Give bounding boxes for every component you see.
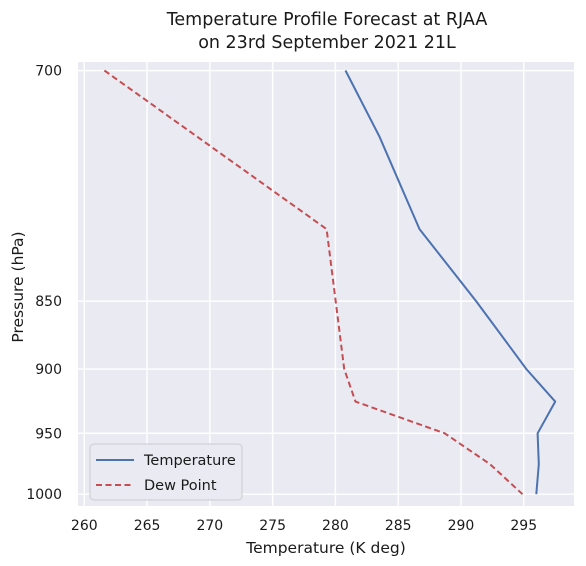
series-line-dew-point bbox=[103, 69, 524, 495]
x-tick-labels: 260 265 270 275 280 285 290 295 bbox=[71, 518, 537, 534]
y-tick-label: 1000 bbox=[26, 487, 62, 503]
y-axis-label: Pressure (hPa) bbox=[9, 231, 27, 342]
legend: Temperature Dew Point bbox=[89, 443, 243, 501]
legend-label-dew-point: Dew Point bbox=[144, 478, 217, 494]
chart-title-line-2: on 23rd September 2021 21L bbox=[198, 33, 456, 53]
plot-area bbox=[78, 62, 574, 506]
y-tick-labels: 700 850 900 950 1000 bbox=[26, 64, 62, 504]
x-tick-label: 295 bbox=[510, 518, 537, 534]
x-tick-label: 285 bbox=[385, 518, 412, 534]
chart-title-line-1: Temperature Profile Forecast at RJAA bbox=[166, 10, 488, 30]
y-tick-label: 850 bbox=[35, 294, 62, 310]
y-tick-label: 950 bbox=[35, 426, 62, 442]
y-tick-label: 700 bbox=[35, 64, 62, 80]
series-layer bbox=[103, 69, 557, 495]
legend-label-temperature: Temperature bbox=[143, 453, 236, 469]
grid bbox=[78, 62, 574, 506]
series-line-temperature bbox=[344, 70, 557, 495]
x-axis-label: Temperature (K deg) bbox=[245, 539, 406, 557]
x-tick-label: 265 bbox=[134, 518, 161, 534]
x-tick-label: 260 bbox=[71, 518, 98, 534]
x-tick-label: 275 bbox=[259, 518, 286, 534]
x-tick-label: 280 bbox=[322, 518, 349, 534]
x-tick-label: 270 bbox=[196, 518, 223, 534]
y-tick-label: 900 bbox=[35, 362, 62, 378]
x-tick-label: 290 bbox=[448, 518, 475, 534]
